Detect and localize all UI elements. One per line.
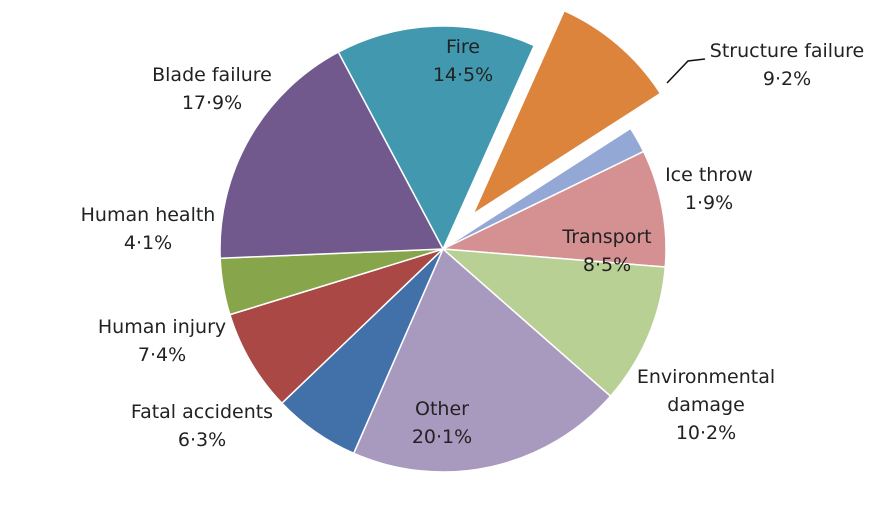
slice-value-label: 1·9% (685, 192, 733, 214)
slice-label-fatal-accidents: Fatal accidents 6·3% (131, 401, 273, 451)
slice-label-human-health: Human health 4·1% (81, 204, 216, 254)
slice-value-label: 14·5% (433, 64, 493, 86)
slice-label-fire: Fire 14·5% (433, 36, 493, 86)
slice-label-other: Other 20·1% (412, 398, 472, 448)
slice-value-label: 7·4% (138, 344, 186, 366)
slice-category-label: Human health (81, 204, 216, 226)
slice-label-environmental-damage: Environmental damage 10·2% (637, 366, 775, 444)
slice-category-label: Environmental (637, 366, 775, 388)
slice-value-label: 10·2% (676, 422, 736, 444)
slice-category-label: Human injury (98, 316, 226, 338)
slice-label-structure-failure: Structure failure 9·2% (710, 40, 864, 90)
slice-category-label: Fatal accidents (131, 401, 273, 423)
slice-label-ice-throw: Ice throw 1·9% (665, 164, 753, 214)
slice-category-label: Transport (561, 226, 651, 248)
pie-slice-environmental-damage (440, 248, 667, 398)
slice-category-label: Other (415, 398, 469, 420)
slice-label-blade-failure: Blade failure 17·9% (152, 64, 272, 114)
pie-slice-other (352, 247, 612, 473)
slice-category-label: damage (667, 394, 745, 416)
slice-label-transport: Transport 8·5% (561, 226, 651, 276)
slice-category-label: Fire (446, 36, 480, 58)
pie-slices (219, 9, 667, 473)
pie-slice-structure-failure (471, 9, 662, 217)
slice-value-label: 8·5% (583, 254, 631, 276)
slice-value-label: 6·3% (178, 429, 226, 451)
pie-slice-fire (337, 25, 536, 251)
slice-value-label: 17·9% (182, 92, 242, 114)
slice-category-label: Blade failure (152, 64, 272, 86)
slice-label-human-injury: Human injury 7·4% (98, 316, 226, 366)
pie-slice-blade-failure (219, 51, 445, 260)
slice-value-label: 20·1% (412, 426, 472, 448)
slice-value-label: 9·2% (763, 68, 811, 90)
slice-category-label: Ice throw (665, 164, 753, 186)
slice-value-label: 4·1% (124, 232, 172, 254)
leader-line-structure-failure (666, 58, 706, 84)
pie-slice-human-injury (228, 248, 444, 405)
leader-lines (666, 58, 706, 84)
slice-labels: Fire 14·5% Structure failure 9·2% Ice throw 1… (81, 36, 865, 451)
pie-slice-transport (440, 150, 667, 268)
slice-category-label: Structure failure (710, 40, 864, 62)
